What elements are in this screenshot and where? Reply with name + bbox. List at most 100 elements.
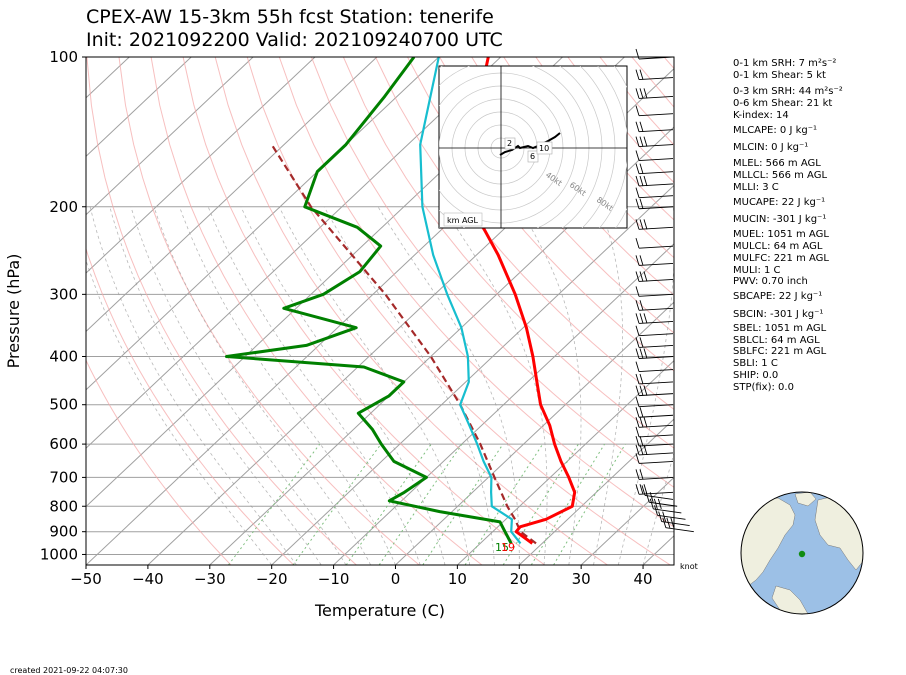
isotherm--80 bbox=[86, 57, 440, 391]
moist-adiabat--16 bbox=[89, 206, 297, 565]
wind-barb-staff-150 bbox=[638, 144, 674, 148]
index-mlel: MLEL: 566 m AGL bbox=[733, 158, 821, 169]
wind-barb-feather-300-0 bbox=[635, 286, 640, 297]
hodo-height-box-6 bbox=[527, 150, 539, 163]
wind-barb-feather-550-0 bbox=[635, 417, 640, 428]
wetbulb-profile bbox=[419, 57, 522, 545]
wind-barb-feather-190-0 bbox=[635, 187, 640, 198]
y-tick-label-900: 900 bbox=[49, 523, 78, 541]
wind-barb-feather-380-0 bbox=[635, 337, 640, 348]
wind-barb-feather-875-1 bbox=[662, 511, 667, 522]
wind-barb-220 bbox=[635, 219, 674, 230]
wind-barb-feather-650-0 bbox=[635, 453, 640, 464]
wind-barb-feather-550-1 bbox=[639, 417, 644, 428]
moist-adiabat-0 bbox=[179, 206, 396, 565]
dry-adiabat-0 bbox=[118, 57, 420, 565]
plot-frame bbox=[85, 56, 675, 566]
dry-adiabat-30 bbox=[214, 57, 608, 565]
index-sbel: SBEL: 1051 m AGL bbox=[733, 323, 827, 334]
wind-barb-feather-150-1 bbox=[639, 136, 644, 147]
wind-barb-feather-600-1 bbox=[639, 435, 644, 447]
wind-barb-280 bbox=[635, 271, 674, 282]
wind-barb-feather-700-1 bbox=[639, 469, 644, 480]
wind-barb-320 bbox=[635, 300, 674, 311]
wind-barb-625 bbox=[635, 444, 674, 456]
isotherm--90 bbox=[86, 57, 378, 333]
wind-barb-feather-170-0 bbox=[635, 163, 640, 174]
wind-barb-750 bbox=[635, 484, 674, 495]
x-tick-label--30: −30 bbox=[194, 570, 226, 588]
wind-barb-feather-200-1 bbox=[639, 198, 644, 209]
wind-barb-240 bbox=[635, 238, 674, 249]
x-tick-label-10: 10 bbox=[448, 570, 467, 588]
moist-adiabat-40 bbox=[642, 451, 674, 565]
moist-adiabat--4 bbox=[153, 206, 372, 565]
moist-adiabat-24 bbox=[442, 206, 548, 565]
wind-barb-staff-160 bbox=[638, 158, 674, 161]
hodograph-height-labels: 2 6 10 bbox=[504, 137, 553, 163]
wind-barb-800 bbox=[645, 492, 678, 507]
index-0-6-km-shear: 0-6 km Shear: 21 kt bbox=[733, 98, 832, 109]
wind-barb-feather-180-2 bbox=[643, 175, 648, 187]
dry-adiabat-100 bbox=[439, 57, 674, 334]
wind-barb-feather-120-0 bbox=[635, 88, 640, 99]
wind-barb-feather-120-1 bbox=[639, 88, 644, 99]
wind-barb-staff-575 bbox=[638, 434, 674, 438]
wind-barb-200 bbox=[635, 198, 674, 210]
dry-adiabat-60 bbox=[310, 57, 674, 488]
index-pwv: PWV: 0.70 inch bbox=[733, 276, 808, 287]
wind-barb-feather-240-0 bbox=[635, 238, 640, 249]
surface-temperature-label: 19 bbox=[501, 541, 515, 554]
wind-barb-staff-650 bbox=[638, 460, 674, 464]
wind-barb-850 bbox=[654, 505, 686, 520]
y-tick-label-600: 600 bbox=[49, 435, 78, 453]
wind-barb-feather-170-1 bbox=[639, 163, 644, 174]
wind-barb-staff-140 bbox=[638, 129, 674, 133]
moist-adiabat-32 bbox=[593, 206, 623, 565]
wind-barb-feather-340-0 bbox=[635, 313, 640, 324]
mixing-ratio-2 bbox=[345, 443, 432, 565]
wind-barb-staff-320 bbox=[638, 307, 674, 311]
wind-barb-feather-825-0 bbox=[649, 498, 654, 510]
hodo-height-2: 2 bbox=[507, 139, 512, 148]
hodo-height-box-2 bbox=[504, 137, 516, 150]
wind-barb-staff-850 bbox=[657, 514, 686, 520]
y-tick-label-100: 100 bbox=[49, 48, 78, 66]
wind-barb-staff-775 bbox=[644, 494, 674, 500]
index-muli: MULI: 1 C bbox=[733, 265, 781, 276]
wind-barb-140 bbox=[635, 121, 674, 133]
wind-barb-feather-475-0 bbox=[635, 385, 640, 396]
isotherm--100 bbox=[86, 57, 316, 274]
x-tick-label--50: −50 bbox=[70, 570, 102, 588]
x-tick-label-0: 0 bbox=[391, 570, 401, 588]
index-mllcl: MLLCL: 566 m AGL bbox=[733, 170, 827, 181]
wind-barb-staff-220 bbox=[638, 226, 674, 230]
isotherm--20 bbox=[271, 184, 674, 565]
index-mlcin: MLCIN: 0 J kg⁻¹ bbox=[733, 142, 808, 153]
wind-barb-feather-400-0 bbox=[635, 348, 640, 359]
wind-barb-feather-825-2 bbox=[657, 498, 662, 510]
wind-barb-feather-340-2 bbox=[643, 313, 648, 324]
y-axis-ticks: 1000 900 800 700 600 500 400 300 200 100 bbox=[40, 48, 86, 563]
wind-barb-180 bbox=[635, 175, 674, 187]
hodograph-inset: 40kt 60kt 80kt 2 6 10 km AGL bbox=[438, 65, 628, 229]
wind-barb-450 bbox=[635, 373, 674, 385]
surface-dewpoint-label: 15 bbox=[495, 541, 509, 554]
dry-adiabat-80 bbox=[375, 57, 674, 410]
wind-barb-feather-875-0 bbox=[658, 511, 663, 522]
wind-barb-260 bbox=[635, 255, 674, 266]
wind-barb-feather-600-0 bbox=[635, 435, 640, 447]
wind-barb-500 bbox=[635, 396, 674, 408]
wind-barb-staff-550 bbox=[638, 424, 674, 428]
wind-barb-feather-850-0 bbox=[654, 505, 658, 516]
wind-barb-feather-900-2 bbox=[670, 517, 675, 528]
wind-barb-400 bbox=[635, 348, 674, 359]
x-tick-label--40: −40 bbox=[132, 570, 164, 588]
moist-adiabat-28 bbox=[518, 206, 582, 565]
index-sbcape: SBCAPE: 22 J kg⁻¹ bbox=[733, 291, 822, 302]
x-axis-ticks: −50 −40 −30 −20 −10 0 10 20 30 40 bbox=[70, 565, 653, 588]
dry-adiabat-10 bbox=[150, 57, 483, 565]
profile-lines bbox=[225, 57, 577, 545]
hodo-height-10: 10 bbox=[539, 144, 549, 153]
